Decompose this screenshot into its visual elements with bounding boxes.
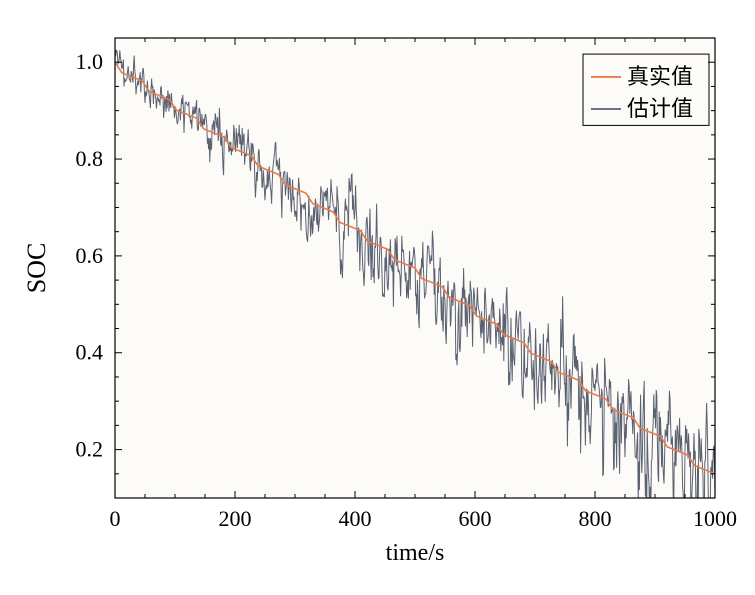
x-tick-label: 0 xyxy=(110,506,121,531)
y-tick-label: 0.4 xyxy=(76,340,104,365)
x-tick-label: 800 xyxy=(579,506,612,531)
x-axis-label: time/s xyxy=(386,540,445,566)
soc-chart: 0 200 400 600 800 1000 0.2 0.4 0.6 0.8 1.0 time/s SO… xyxy=(0,0,755,595)
y-tick-label: 1.0 xyxy=(76,49,104,74)
y-tick-label: 0.2 xyxy=(76,437,104,462)
legend-label: 估计值 xyxy=(627,96,693,121)
x-tick-label: 400 xyxy=(339,506,372,531)
x-tick-label: 600 xyxy=(459,506,492,531)
y-axis-label: SOC xyxy=(22,243,51,294)
y-tick-label: 0.8 xyxy=(76,146,104,171)
x-tick-label: 1000 xyxy=(693,506,737,531)
y-tick-label: 0.6 xyxy=(76,243,104,268)
legend-label: 真实值 xyxy=(627,64,693,89)
x-tick-label: 200 xyxy=(219,506,252,531)
